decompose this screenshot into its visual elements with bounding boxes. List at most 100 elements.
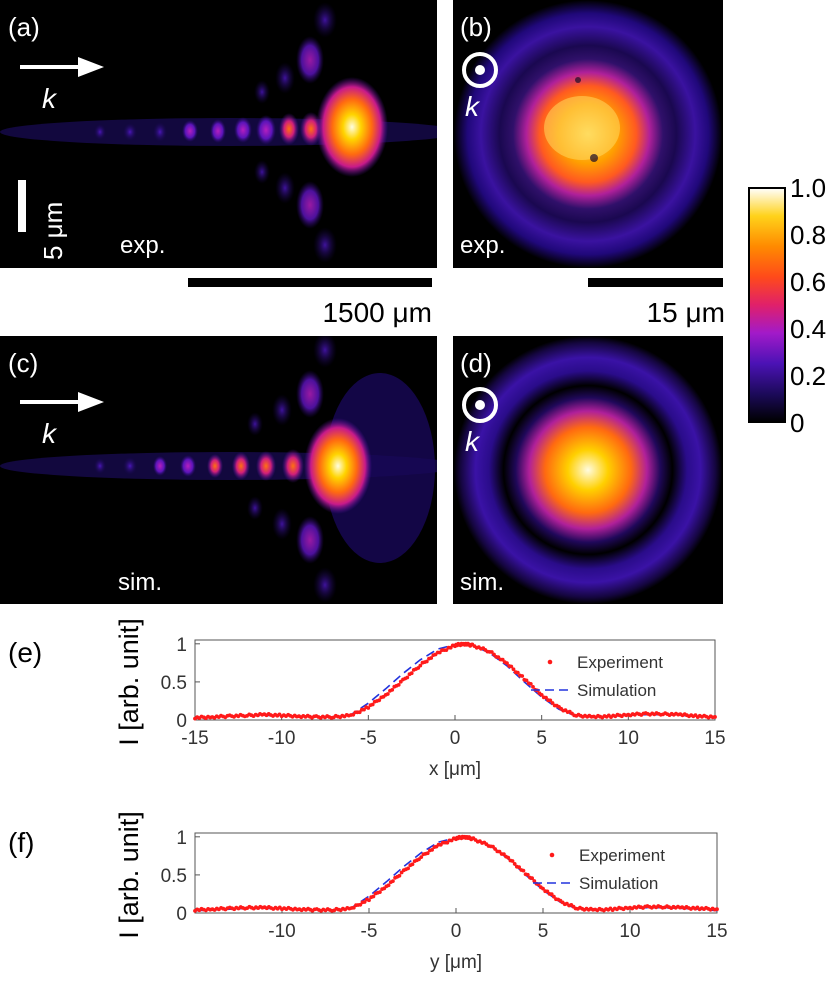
plot-e-series-experiment bbox=[193, 641, 717, 721]
plot-e-experiment-point bbox=[539, 693, 544, 697]
panel-c-k-arrow bbox=[20, 392, 104, 412]
plot-f-experiment-point bbox=[397, 873, 402, 878]
plot-e-experiment-point bbox=[357, 710, 362, 715]
colorbar-tick-0.8: 0.8 bbox=[790, 220, 826, 250]
plot-f-experiment-point bbox=[351, 905, 356, 910]
plot-f-experiment-point bbox=[493, 847, 497, 851]
colorbar-ticks: 1.0 0.8 0.6 0.4 0.2 0 bbox=[790, 173, 826, 438]
plot-f-experiment-point bbox=[419, 855, 424, 859]
panel-c-type-label: sim. bbox=[118, 569, 162, 596]
panel-d-type-label: sim. bbox=[460, 569, 504, 596]
plot-f-experiment-point bbox=[425, 851, 430, 856]
plot-e-xtick-label-0: -15 bbox=[181, 728, 208, 749]
colorbar bbox=[748, 187, 786, 423]
plot-f-experiment-point bbox=[506, 855, 511, 860]
plot-e-experiment-point bbox=[524, 678, 529, 683]
plot-e-xtick-label-2: -5 bbox=[360, 728, 377, 749]
panel-d-k-label: k bbox=[465, 426, 481, 457]
plot-e-ytick-label-1: 0.5 bbox=[161, 673, 187, 694]
plot-e-legend-experiment-label: Experiment bbox=[577, 653, 663, 672]
plot-e-experiment-point bbox=[424, 659, 429, 664]
panel-a-k-label: k bbox=[42, 83, 58, 114]
plot-f-ytick-label-2: 1 bbox=[176, 828, 187, 849]
plot-e-experiment-point bbox=[362, 707, 366, 712]
plot-e-experiment-point bbox=[418, 663, 423, 668]
plot-f-experiment-point bbox=[362, 900, 367, 904]
plot-f-ylabel: I [arb. unit] bbox=[114, 811, 144, 939]
plot-f-experiment-point bbox=[391, 879, 395, 883]
plot-f-experiment-point bbox=[532, 879, 537, 883]
panel-b-k-label: k bbox=[465, 91, 481, 122]
panel-a-vertical-scalebar bbox=[18, 180, 26, 232]
plot-e-experiment-point bbox=[385, 692, 390, 696]
panel-d-k-out-of-plane-icon bbox=[462, 387, 498, 423]
colorbar-tick-0.2: 0.2 bbox=[790, 361, 826, 391]
panel-d-tag: (d) bbox=[460, 348, 492, 378]
plot-f-axes-box bbox=[194, 832, 718, 914]
plot-f-experiment-point bbox=[371, 894, 376, 899]
plot-e-experiment-point bbox=[511, 667, 516, 672]
plot-e-experiment-point bbox=[550, 701, 555, 705]
plot-f-xtick-label-2: 0 bbox=[451, 921, 462, 942]
scalebar-15um-label: 15 μm bbox=[647, 297, 725, 328]
plot-e-experiment-point bbox=[377, 698, 382, 703]
plot-f-legend-experiment-label: Experiment bbox=[579, 846, 665, 865]
plot-e-experiment-point bbox=[496, 655, 501, 659]
panel-e-tag: (e) bbox=[8, 637, 42, 668]
panel-b-image bbox=[453, 0, 723, 268]
plot-f-xtick-label-1: -5 bbox=[361, 921, 378, 942]
plot-e-xtick-label-3: 0 bbox=[450, 728, 461, 749]
plot-f-experiment-point bbox=[510, 859, 515, 863]
colorbar-tick-0.6: 0.6 bbox=[790, 267, 826, 297]
panel-b-type-label: exp. bbox=[460, 232, 505, 259]
colorbar-tick-1.0: 1.0 bbox=[790, 173, 826, 203]
plot-e-experiment-point bbox=[390, 688, 395, 692]
scalebar-1500um-label: 1500 μm bbox=[322, 297, 432, 328]
plot-f-ytick-label-1: 0.5 bbox=[161, 866, 187, 887]
plot-e-experiment-point bbox=[528, 682, 533, 686]
plot-f-experiment-point bbox=[410, 862, 415, 867]
plot-e-xtick-label-5: 10 bbox=[618, 728, 639, 749]
plot-f-experiment-point bbox=[358, 902, 363, 907]
plot-e-experiment-point bbox=[515, 670, 520, 675]
plot-f: -10 -5 0 5 10 15 0 0.5 1 y [μm] I [arb. unit] Exper… bbox=[114, 811, 728, 973]
plot-e-experiment-point bbox=[505, 661, 509, 666]
plot-e-experiment-point bbox=[396, 683, 401, 687]
plot-f-experiment-point bbox=[541, 886, 545, 891]
plot-e-experiment-point bbox=[405, 675, 410, 680]
plot-e-axes-box bbox=[194, 639, 716, 721]
colorbar-tick-0: 0 bbox=[790, 408, 804, 438]
panel-b-tag: (b) bbox=[460, 12, 492, 42]
colorbar-tick-0.4: 0.4 bbox=[790, 314, 826, 344]
plot-f-legend-experiment-marker bbox=[549, 852, 555, 858]
plot-f-experiment-point bbox=[497, 849, 502, 854]
panel-a-vscale-label: 5 μm bbox=[38, 202, 68, 260]
plot-f-experiment-point bbox=[530, 876, 534, 881]
plot-e-experiment-point bbox=[509, 664, 514, 669]
plot-f-experiment-point bbox=[406, 866, 410, 871]
panel-a-side-lobes bbox=[254, 2, 337, 263]
panel-c-k-label: k bbox=[42, 418, 58, 449]
plot-e-ylabel: I [arb. unit] bbox=[114, 618, 144, 746]
plot-e-xtick-label-1: -10 bbox=[268, 728, 295, 749]
plot-f-experiment-point bbox=[386, 883, 391, 888]
plot-f-experiment-point bbox=[521, 868, 526, 873]
plot-f-ytick-label-0: 0 bbox=[176, 904, 187, 925]
plot-e-ytick-label-2: 1 bbox=[176, 635, 187, 656]
panel-a-main-focus bbox=[316, 77, 388, 177]
panel-c-image bbox=[0, 336, 437, 604]
plot-e-experiment-point bbox=[370, 702, 375, 707]
panel-f-tag: (f) bbox=[8, 827, 34, 858]
plot-e: -15 -10 -5 0 5 10 15 0 0.5 1 x [μm] I [arb. unit] Ex… bbox=[114, 618, 726, 780]
plot-e-experiment-point bbox=[437, 650, 442, 655]
panel-a-image bbox=[0, 0, 437, 268]
plot-f-experiment-point bbox=[525, 872, 530, 877]
plot-f-legend-simulation-label: Simulation bbox=[579, 874, 658, 893]
panel-c-main-focus bbox=[304, 418, 372, 514]
plot-f-experiment-point bbox=[378, 890, 382, 894]
plot-e-experiment-point bbox=[531, 685, 535, 689]
plot-f-experiment-point bbox=[549, 892, 554, 897]
plot-f-xtick-label-3: 5 bbox=[538, 921, 549, 942]
plot-e-experiment-point bbox=[444, 648, 449, 652]
